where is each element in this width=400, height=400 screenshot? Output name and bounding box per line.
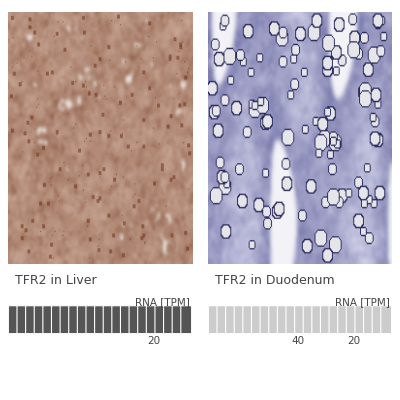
FancyBboxPatch shape [338, 306, 348, 334]
Text: TFR2 in Duodenum: TFR2 in Duodenum [215, 274, 335, 286]
FancyBboxPatch shape [269, 306, 280, 334]
FancyBboxPatch shape [138, 306, 148, 334]
FancyBboxPatch shape [181, 306, 192, 334]
FancyBboxPatch shape [94, 306, 106, 334]
FancyBboxPatch shape [69, 306, 80, 334]
FancyBboxPatch shape [355, 306, 366, 334]
FancyBboxPatch shape [303, 306, 314, 334]
FancyBboxPatch shape [252, 306, 262, 334]
FancyBboxPatch shape [146, 306, 157, 334]
FancyBboxPatch shape [172, 306, 183, 334]
FancyBboxPatch shape [43, 306, 54, 334]
FancyBboxPatch shape [234, 306, 245, 334]
FancyBboxPatch shape [8, 306, 19, 334]
FancyBboxPatch shape [164, 306, 174, 334]
FancyBboxPatch shape [60, 306, 71, 334]
FancyBboxPatch shape [217, 306, 228, 334]
FancyBboxPatch shape [294, 306, 306, 334]
FancyBboxPatch shape [312, 306, 323, 334]
FancyBboxPatch shape [329, 306, 340, 334]
FancyBboxPatch shape [364, 306, 374, 334]
FancyBboxPatch shape [243, 306, 254, 334]
FancyBboxPatch shape [120, 306, 131, 334]
Text: TFR2 in Liver: TFR2 in Liver [15, 274, 97, 286]
FancyBboxPatch shape [86, 306, 97, 334]
FancyBboxPatch shape [155, 306, 166, 334]
FancyBboxPatch shape [208, 306, 219, 334]
FancyBboxPatch shape [26, 306, 36, 334]
FancyBboxPatch shape [112, 306, 123, 334]
FancyBboxPatch shape [52, 306, 62, 334]
FancyBboxPatch shape [346, 306, 357, 334]
FancyBboxPatch shape [277, 306, 288, 334]
FancyBboxPatch shape [320, 306, 331, 334]
Text: RNA [TPM]: RNA [TPM] [335, 297, 390, 307]
FancyBboxPatch shape [34, 306, 45, 334]
FancyBboxPatch shape [17, 306, 28, 334]
Text: 20: 20 [348, 336, 361, 346]
FancyBboxPatch shape [286, 306, 297, 334]
FancyBboxPatch shape [260, 306, 271, 334]
Text: 40: 40 [292, 336, 305, 346]
FancyBboxPatch shape [129, 306, 140, 334]
FancyBboxPatch shape [226, 306, 236, 334]
FancyBboxPatch shape [372, 306, 383, 334]
FancyBboxPatch shape [77, 306, 88, 334]
FancyBboxPatch shape [103, 306, 114, 334]
FancyBboxPatch shape [381, 306, 392, 334]
Text: RNA [TPM]: RNA [TPM] [135, 297, 190, 307]
Text: 20: 20 [148, 336, 161, 346]
